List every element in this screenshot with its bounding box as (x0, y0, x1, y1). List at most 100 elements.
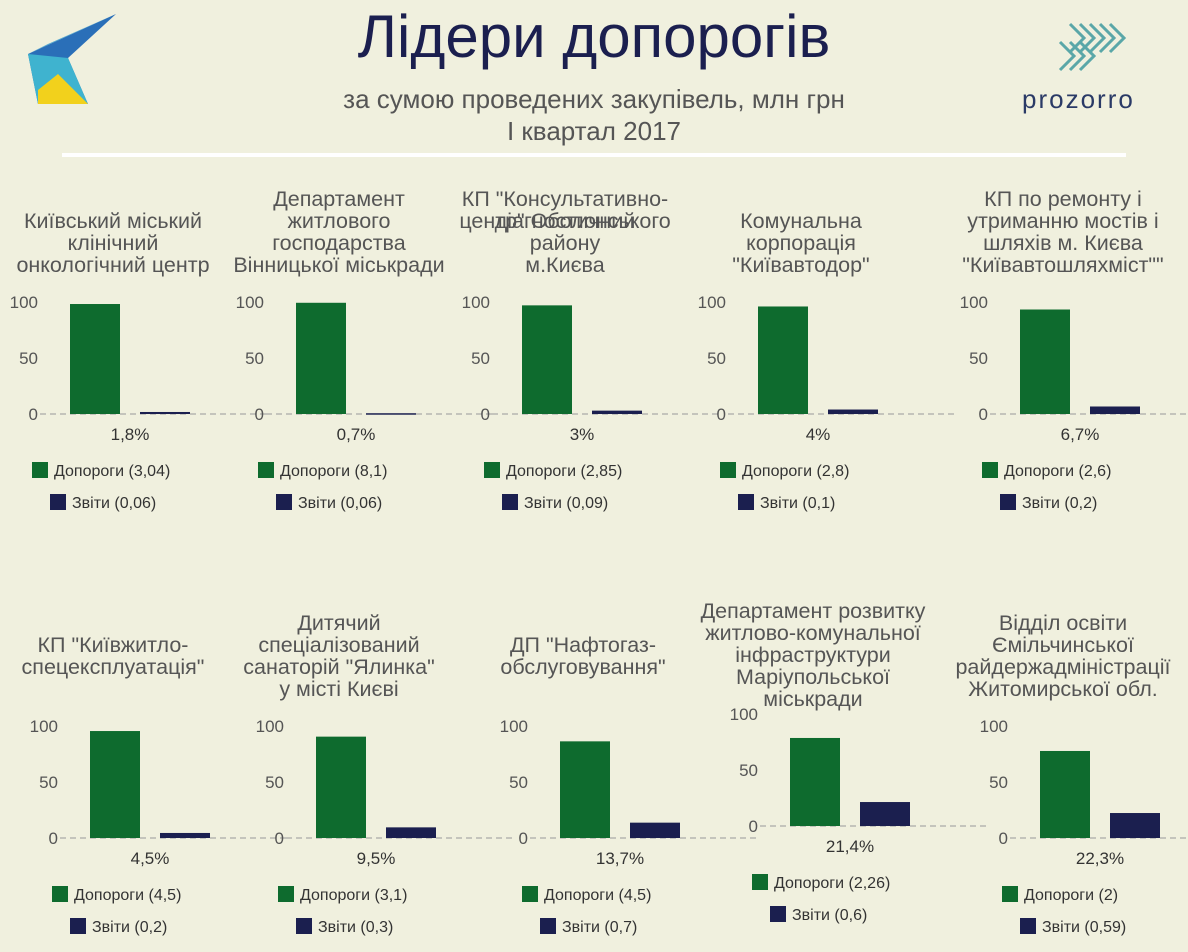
legend-reports: Звіти (0,06) (50, 494, 156, 514)
chart-panel: Дитячий спеціалізований санаторій "Ялинка"… (226, 612, 516, 952)
bar-reports (1110, 813, 1160, 838)
legend-reports: Звіти (0,7) (540, 918, 637, 938)
legend-reports: Звіти (0,2) (1000, 494, 1097, 514)
legend-swatch (258, 462, 274, 478)
chart-panel: КП по ремонту і утриманню мостів і шляхів … (950, 187, 1188, 528)
chart-title: Департамент розвитку житлово-комунальної і… (700, 599, 926, 711)
legend-label: Звіти (0,59) (1042, 919, 1127, 936)
legend-label: Звіти (0,09) (524, 495, 609, 512)
y-tick-label: 50 (39, 773, 58, 792)
legend-label: Звіти (0,06) (298, 495, 383, 512)
legend-swatch (484, 462, 500, 478)
chart-panel: Відділ освіти Ємільчинської райдержадмініс… (950, 612, 1188, 952)
chart-panel: Комунальна корпорація "Київавтодор" 0 50 100 4… (688, 188, 958, 528)
share-label: 13,7% (596, 849, 644, 868)
y-tick-label: 100 (500, 717, 528, 736)
y-tick-label: 0 (255, 405, 264, 424)
legend-label: Допороги (4,5) (74, 887, 182, 904)
legend-label: Допороги (3,04) (54, 463, 171, 480)
legend-swatch (32, 462, 48, 478)
legend-swatch (1002, 886, 1018, 902)
chart-title: КП "Консультативно-діагностичний центр" О… (459, 187, 671, 277)
legend-reports: Звіти (0,09) (502, 494, 608, 514)
bar-thresholds (560, 741, 610, 838)
legend-swatch (540, 918, 556, 934)
bar-chart: 0 50 100 1,8% (10, 293, 270, 444)
y-tick-label: 0 (481, 405, 490, 424)
legend-reports: Звіти (0,2) (70, 918, 167, 938)
share-label: 1,8% (111, 425, 150, 444)
legend-thresholds: Допороги (3,04) (32, 462, 170, 482)
legend-label: Допороги (2,85) (506, 463, 623, 480)
legend-swatch (278, 886, 294, 902)
bar-reports (160, 832, 210, 838)
chart-panel: Департамент житлового господарства Вінницьк… (226, 187, 496, 528)
y-tick-label: 100 (30, 717, 58, 736)
page-title: Лідери допорогів (357, 3, 831, 70)
chart-panel: Київський міський клінічний онкологічний ц… (0, 188, 270, 528)
share-label: 0,7% (337, 425, 376, 444)
y-tick-label: 50 (509, 773, 528, 792)
y-tick-label: 0 (979, 405, 988, 424)
y-tick-label: 50 (739, 761, 758, 780)
brand-name: prozorro (1022, 84, 1135, 114)
legend-reports: Звіти (0,3) (296, 918, 393, 938)
legend-swatch (70, 918, 86, 934)
y-tick-label: 100 (236, 293, 264, 312)
bar-chart: 0 50 100 22,3% (980, 717, 1188, 868)
legend-swatch (752, 874, 768, 890)
legend-label: Звіти (0,3) (318, 919, 394, 936)
bar-reports (592, 410, 642, 414)
chart-title: Київський міський клінічний онкологічний ц… (16, 209, 210, 277)
prozorro-logo-icon (1058, 22, 1127, 72)
legend-swatch (720, 462, 736, 478)
legend-reports: Звіти (0,1) (738, 494, 835, 514)
legend-label: Звіти (0,2) (92, 919, 168, 936)
bar-thresholds (316, 736, 366, 838)
y-tick-label: 0 (717, 405, 726, 424)
bar-chart: 0 50 100 9,5% (256, 717, 516, 868)
bar-chart: 0 50 100 6,7% (960, 293, 1188, 444)
bar-reports (860, 802, 910, 826)
legend-swatch (296, 918, 312, 934)
legend-label: Звіти (0,7) (562, 919, 638, 936)
bar-thresholds (90, 731, 140, 838)
bar-thresholds (790, 737, 840, 826)
y-tick-label: 0 (749, 817, 758, 836)
chart-title: Департамент житлового господарства Вінницьк… (233, 187, 445, 277)
legend-label: Допороги (3,1) (300, 887, 408, 904)
legend-label: Звіти (0,1) (760, 495, 836, 512)
bar-chart: 0 50 100 4,5% (30, 717, 290, 868)
y-tick-label: 100 (698, 293, 726, 312)
bar-thresholds (522, 305, 572, 414)
bar-chart: 0 50 100 0,7% (236, 293, 496, 444)
legend-swatch (1000, 494, 1016, 510)
share-label: 4% (806, 425, 831, 444)
brand-logo-icon (28, 14, 116, 104)
legend-thresholds: Допороги (2,26) (752, 874, 890, 894)
y-tick-label: 100 (730, 705, 758, 724)
bar-thresholds (1040, 750, 1090, 838)
chart-title: ДП "Нафтогаз-обслуговування" (500, 633, 666, 679)
legend-label: Допороги (2,6) (1004, 463, 1112, 480)
bar-reports (828, 409, 878, 414)
y-tick-label: 50 (989, 773, 1008, 792)
bar-reports (630, 822, 680, 838)
share-label: 4,5% (131, 849, 170, 868)
share-label: 3% (570, 425, 595, 444)
legend-thresholds: Допороги (2,85) (484, 462, 622, 482)
chart-panel: Департамент розвитку житлово-комунальної і… (700, 599, 990, 940)
bar-thresholds (70, 304, 120, 414)
y-tick-label: 0 (29, 405, 38, 424)
y-tick-label: 100 (960, 293, 988, 312)
legend-label: Допороги (8,1) (280, 463, 388, 480)
legend-reports: Звіти (0,59) (1020, 918, 1126, 938)
legend-thresholds: Допороги (2,8) (720, 462, 849, 482)
bar-thresholds (1020, 309, 1070, 414)
legend-label: Допороги (4,5) (544, 887, 652, 904)
y-tick-label: 50 (969, 349, 988, 368)
y-tick-label: 0 (49, 829, 58, 848)
bar-chart: 0 50 100 21,4% (730, 705, 990, 856)
chart-panel: КП "Консультативно-діагностичний центр" О… (452, 187, 722, 528)
chart-title: КП по ремонту і утриманню мостів і шляхів … (962, 187, 1164, 277)
